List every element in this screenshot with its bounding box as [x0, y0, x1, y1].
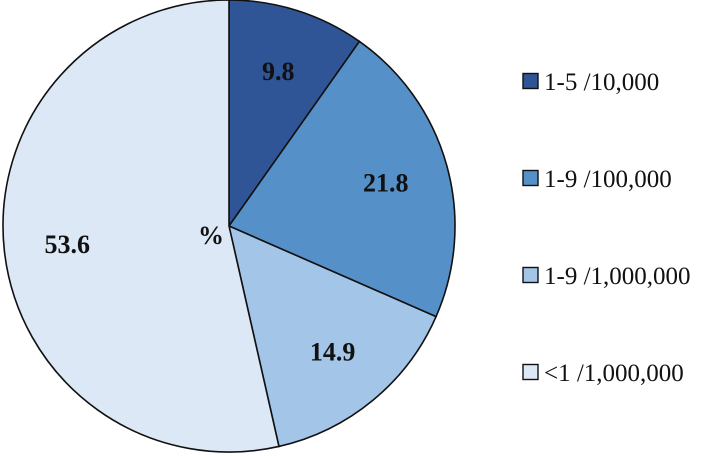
- pie-slice-labels: 9.8 21.8 14.9 53.6: [45, 57, 409, 367]
- pie-slice-2: [227, 40, 456, 318]
- legend-swatch-3: [522, 266, 539, 284]
- pie-slice-3: [227, 224, 438, 448]
- legend-swatch-2: [522, 169, 539, 187]
- legend: 1-5 /10,000 1-9 /100,000 1-9 /1,000,000 <1 …: [522, 69, 691, 387]
- pie-slices: [2, 0, 456, 453]
- legend-label-3: 1-9 /1,000,000: [544, 263, 691, 290]
- legend-swatch-1: [522, 72, 539, 90]
- legend-label-2: 1-9 /100,000: [544, 166, 672, 193]
- legend-label-4: <1 /1,000,000: [544, 360, 684, 387]
- legend-label-1: 1-5 /10,000: [544, 69, 659, 96]
- legend-swatch-4: [522, 363, 539, 381]
- slice-value-label-3: 14.9: [310, 337, 356, 366]
- slice-value-label-4: 53.6: [45, 230, 91, 259]
- center-percent-label: %: [198, 221, 224, 250]
- pie-slice-1: [228, 0, 361, 229]
- slice-value-label-1: 9.8: [262, 57, 295, 86]
- slice-value-label-2: 21.8: [363, 168, 409, 197]
- pie-slice-4: [2, 0, 280, 453]
